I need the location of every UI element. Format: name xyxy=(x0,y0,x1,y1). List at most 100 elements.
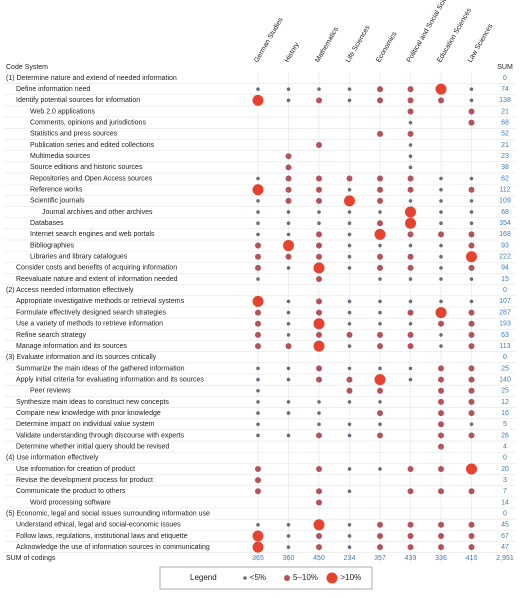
cell-dot xyxy=(313,340,325,352)
cell-dot xyxy=(255,320,261,327)
row-label: Publication series and edited collection… xyxy=(30,142,155,149)
row-label: Libraries and library catalogues xyxy=(30,254,128,261)
row-sum: 287 xyxy=(499,309,511,316)
cell-dot xyxy=(256,87,260,91)
cell-dot xyxy=(469,422,474,427)
row-sum: 138 xyxy=(499,97,511,104)
cell-dot xyxy=(252,94,264,106)
row-sum: 20 xyxy=(501,466,509,473)
cell-dot xyxy=(407,186,414,193)
cell-dot xyxy=(377,175,383,182)
cell-dot xyxy=(256,377,260,382)
cell-dot xyxy=(286,87,291,91)
cell-dot xyxy=(316,432,322,439)
row-label: Compare new knowledge with prior knowled… xyxy=(16,410,161,417)
sum-header: SUM xyxy=(497,64,513,71)
cell-dot xyxy=(256,199,260,203)
cell-dot xyxy=(346,376,353,383)
cell-dot xyxy=(317,210,321,214)
cell-dot xyxy=(255,242,261,249)
row-label: (5) Economic, legal and social issues su… xyxy=(6,510,210,517)
column-sum: 450 xyxy=(313,555,325,562)
cell-dot xyxy=(255,465,261,472)
cell-dot xyxy=(435,83,447,95)
cell-dot xyxy=(468,532,475,539)
row-label: Bibliographies xyxy=(30,242,74,249)
cell-dot xyxy=(377,331,383,338)
row-label: Multimedia sources xyxy=(30,153,91,160)
cell-dot xyxy=(347,232,352,237)
row-sum: 94 xyxy=(501,265,509,272)
row-sum: 26 xyxy=(501,432,509,439)
row-sum: 193 xyxy=(499,321,511,328)
cell-dot xyxy=(316,532,322,539)
cell-dot xyxy=(377,197,383,204)
legend-dot xyxy=(284,575,290,581)
cell-dot xyxy=(347,545,352,549)
cell-dot xyxy=(377,86,383,93)
cell-dot xyxy=(317,87,321,91)
cell-dot xyxy=(469,98,474,103)
row-sum: 0 xyxy=(503,510,507,517)
row-label: Reevaluate nature and extent of informat… xyxy=(16,276,178,283)
cell-dot xyxy=(469,277,474,281)
total-sum: 2,951 xyxy=(496,555,514,562)
cell-dot xyxy=(468,521,475,528)
cell-dot xyxy=(256,523,260,527)
cell-dot xyxy=(286,433,291,438)
cell-dot xyxy=(316,309,322,316)
cell-dot xyxy=(347,310,352,315)
cell-dot xyxy=(466,463,477,475)
cell-dot xyxy=(347,422,352,427)
cell-dot xyxy=(468,108,475,115)
cell-dot xyxy=(377,521,383,528)
cell-dot xyxy=(286,232,291,237)
cell-dot xyxy=(252,295,264,307)
cell-dot xyxy=(408,277,413,281)
row-label: Revise the development process for produ… xyxy=(16,477,153,484)
cell-dot xyxy=(347,523,352,527)
cell-dot xyxy=(286,534,291,538)
cell-dot xyxy=(469,87,474,91)
cell-dot xyxy=(316,186,322,193)
cell-dot xyxy=(407,521,414,528)
cell-dot xyxy=(286,545,291,549)
cell-dot xyxy=(438,231,444,238)
cell-dot xyxy=(439,344,443,348)
cell-dot xyxy=(407,175,414,182)
row-label: Determine whether initial query should b… xyxy=(16,443,169,450)
cell-dot xyxy=(317,422,321,427)
row-label: Synthesize main ideas to construct new c… xyxy=(16,399,169,406)
cell-dot xyxy=(256,433,260,438)
cell-dot xyxy=(407,309,414,316)
column-sum: 410 xyxy=(466,555,478,562)
cell-dot xyxy=(407,97,414,104)
cell-dot xyxy=(285,175,292,182)
row-sum: 7 xyxy=(503,488,507,495)
cell-dot xyxy=(286,377,291,382)
cell-dot xyxy=(407,264,414,271)
row-sum: 168 xyxy=(499,231,511,238)
row-sum: 0 xyxy=(503,455,507,462)
cell-dot xyxy=(408,366,413,371)
column-sum: 365 xyxy=(252,555,264,562)
cell-dot xyxy=(346,331,353,338)
legend-dot xyxy=(243,576,247,580)
cell-dot xyxy=(468,242,475,249)
cell-dot xyxy=(468,264,475,271)
cell-dot xyxy=(316,331,322,338)
cell-dot xyxy=(285,186,292,193)
cell-dot xyxy=(377,264,383,271)
cell-dot xyxy=(316,298,322,305)
cell-dot xyxy=(468,320,475,327)
row-sum: 0 xyxy=(503,75,507,82)
cell-dot xyxy=(377,387,383,394)
cell-dot xyxy=(468,387,475,394)
cell-dot xyxy=(438,421,444,428)
row-sum: 222 xyxy=(499,254,511,261)
row-sum: 5 xyxy=(503,421,507,428)
cell-dot xyxy=(438,532,444,539)
cell-dot xyxy=(255,343,261,350)
cell-dot xyxy=(285,253,292,260)
cell-dot xyxy=(255,477,261,484)
